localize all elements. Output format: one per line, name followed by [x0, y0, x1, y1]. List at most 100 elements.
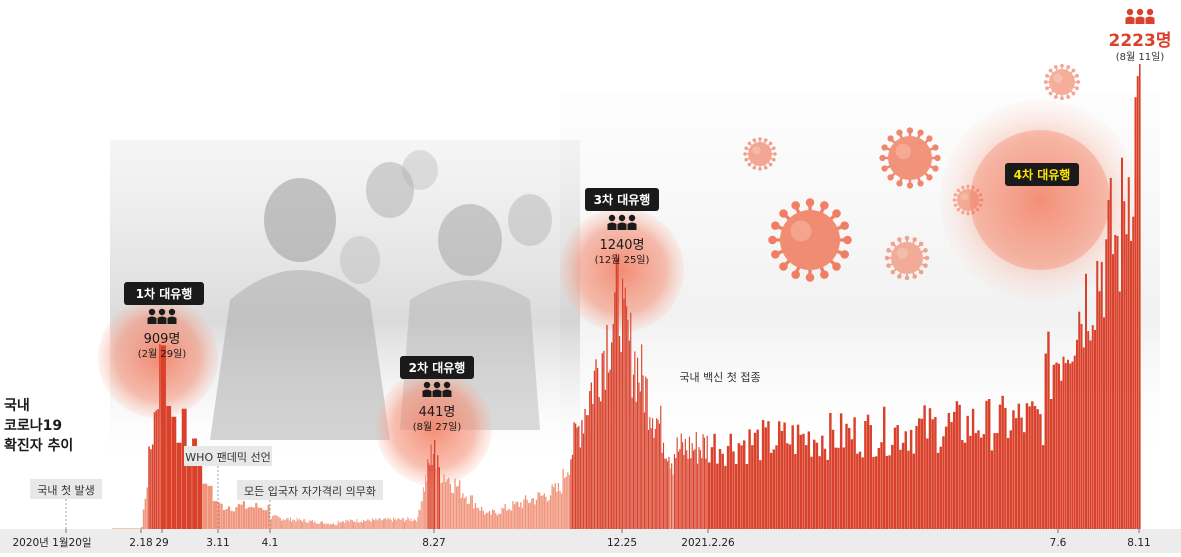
data-bar	[116, 528, 117, 529]
data-bar	[885, 455, 889, 529]
data-bar	[212, 501, 218, 529]
data-bar	[460, 497, 462, 529]
data-bar	[679, 449, 681, 529]
data-bar	[389, 518, 391, 529]
data-bar	[950, 422, 953, 529]
tick-label: 8.11	[1127, 537, 1150, 549]
data-bar	[807, 431, 811, 529]
data-bar	[397, 518, 399, 529]
data-bar	[791, 425, 794, 529]
data-bar	[942, 436, 945, 529]
data-bar	[376, 519, 378, 529]
data-bar	[904, 431, 907, 529]
tick-label: 8.27	[422, 537, 445, 549]
data-bar	[501, 507, 503, 529]
data-bar	[303, 519, 305, 529]
data-bar	[354, 521, 356, 529]
data-bar	[348, 521, 350, 529]
peak-callout: 2223명 (8월 11일)	[1109, 8, 1171, 63]
data-bar	[157, 409, 159, 529]
data-bar	[295, 521, 297, 529]
data-bar	[466, 503, 469, 529]
data-bar	[587, 415, 589, 529]
data-bar	[137, 528, 138, 529]
data-bar	[324, 522, 326, 529]
data-bar	[113, 528, 114, 529]
data-bar	[401, 517, 403, 529]
data-bar	[262, 509, 265, 529]
data-bar	[660, 405, 662, 529]
data-bar	[374, 520, 376, 529]
data-bar	[420, 501, 422, 529]
data-bar	[399, 519, 401, 529]
data-bar	[888, 455, 891, 529]
data-bar	[339, 521, 341, 529]
data-bar	[151, 444, 154, 529]
data-bar	[451, 492, 453, 529]
data-bar	[141, 526, 143, 529]
data-bar	[438, 467, 441, 529]
data-bar	[609, 369, 611, 529]
data-bar	[355, 522, 357, 529]
data-bar	[649, 417, 651, 529]
data-bar	[176, 442, 182, 529]
data-bar	[627, 319, 629, 529]
data-bar	[1085, 273, 1087, 529]
data-bar	[912, 453, 916, 529]
data-bar	[647, 429, 650, 529]
data-bar	[125, 528, 126, 529]
data-bar	[347, 519, 349, 529]
data-bar	[298, 518, 300, 529]
data-bar	[352, 520, 353, 529]
data-bar	[620, 352, 622, 529]
data-bar	[463, 498, 466, 529]
virus-decorations	[743, 63, 1081, 282]
data-bar	[297, 520, 299, 529]
data-bar	[127, 528, 128, 529]
data-bar	[529, 502, 531, 529]
data-bar	[398, 518, 400, 529]
data-bar	[481, 506, 483, 529]
data-bar	[406, 519, 408, 529]
data-bar	[1041, 445, 1045, 529]
data-bar	[434, 439, 436, 529]
data-bar	[667, 461, 669, 529]
data-bar	[1076, 339, 1078, 529]
data-bar	[225, 509, 228, 529]
data-bar	[775, 445, 778, 529]
data-bar	[988, 399, 991, 529]
data-bar	[918, 418, 921, 529]
data-bar	[252, 507, 255, 529]
data-bar	[1125, 234, 1128, 530]
event-label-vaccine: 국내 백신 첫 접종	[679, 371, 760, 384]
data-bar	[589, 391, 591, 529]
data-bar	[810, 456, 813, 529]
data-bar	[465, 496, 467, 529]
data-bar	[449, 483, 451, 529]
data-bar	[373, 519, 374, 529]
data-bar	[155, 410, 158, 529]
data-bar	[1121, 157, 1123, 529]
data-bar	[255, 503, 258, 529]
data-bar	[823, 448, 827, 529]
data-bar	[759, 460, 762, 529]
data-bar	[431, 464, 433, 529]
data-bar	[515, 501, 517, 529]
data-bar	[230, 510, 233, 529]
data-bar	[626, 306, 628, 529]
wave-tag	[1005, 163, 1079, 186]
data-bar	[1103, 317, 1105, 529]
data-bar	[546, 501, 549, 529]
wave-tag-text: 3차 대유행	[594, 192, 651, 207]
data-bar	[468, 503, 470, 529]
data-bar	[637, 357, 639, 529]
data-bar	[721, 453, 724, 529]
data-bar	[710, 447, 714, 529]
data-bar	[699, 450, 701, 529]
data-bar	[132, 528, 133, 529]
data-bar	[316, 523, 318, 529]
data-bar	[831, 429, 835, 529]
data-bar	[556, 491, 558, 529]
data-bar	[512, 501, 514, 529]
data-bar	[936, 452, 940, 529]
